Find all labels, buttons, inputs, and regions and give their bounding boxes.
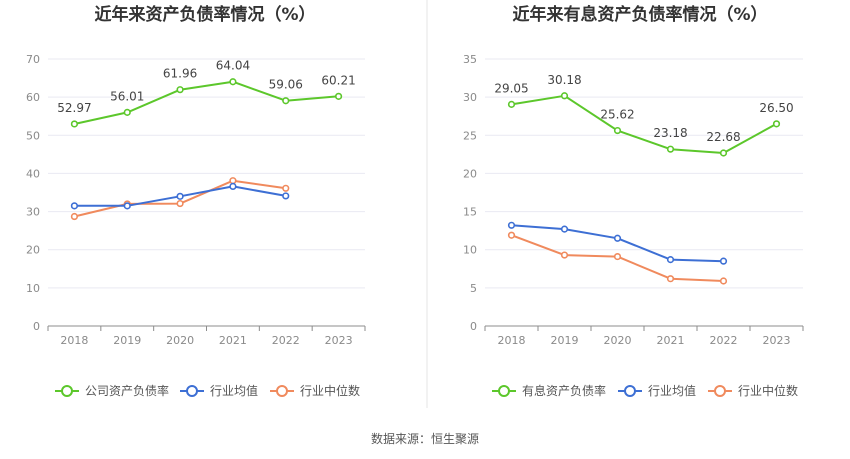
data-point <box>282 184 290 192</box>
data-label: 23.18 <box>653 126 687 140</box>
y-tick-label: 0 <box>470 320 477 333</box>
data-point <box>282 192 290 200</box>
data-point <box>507 100 516 108</box>
debt-ratio-chart: 近年来资产负债率情况（%） 0 10 20 30 40 50 60 70 2018 2019 2020… <box>26 4 366 398</box>
y-tick-label: 5 <box>470 282 477 295</box>
y-tick-label: 0 <box>33 320 40 333</box>
data-point <box>176 199 184 208</box>
data-point <box>719 277 728 285</box>
data-point <box>772 120 781 128</box>
data-point <box>613 252 622 261</box>
interest-debt-ratio-chart: 近年来有息资产负债率情况（%） 0 5 10 15 20 25 30 35 2018 2019 202… <box>463 4 804 398</box>
x-tick-label: 2021 <box>657 334 685 347</box>
data-label: 59.06 <box>269 78 303 92</box>
y-tick-label: 50 <box>26 129 40 142</box>
legend-label: 行业均值 <box>648 383 696 398</box>
legend-label: 公司资产负债率 <box>85 383 169 398</box>
x-tick-label: 2019 <box>113 334 141 347</box>
data-point <box>560 92 569 100</box>
legend-label: 行业均值 <box>210 383 258 398</box>
data-point <box>666 145 675 153</box>
data-point <box>70 120 79 128</box>
x-tick-label: 2020 <box>604 334 632 347</box>
data-point <box>123 202 131 210</box>
data-label: 30.18 <box>547 73 581 87</box>
chart-title: 近年来资产负债率情况（%） <box>94 4 315 25</box>
data-point <box>282 97 290 105</box>
data-label: 56.01 <box>110 89 144 103</box>
x-tick-label: 2020 <box>166 334 194 347</box>
legend-swatch-marker <box>498 385 510 397</box>
y-tick-label: 70 <box>26 53 40 66</box>
y-tick-label: 35 <box>463 53 477 66</box>
data-point <box>719 149 728 157</box>
chart-title: 近年来有息资产负债率情况（%） <box>512 4 767 25</box>
legend-swatch-marker <box>276 385 288 397</box>
x-tick-label: 2019 <box>551 334 579 347</box>
y-tick-label: 30 <box>26 206 40 219</box>
x-tick-label: 2022 <box>272 334 300 347</box>
y-tick-label: 15 <box>463 206 477 219</box>
data-point <box>560 225 569 233</box>
data-label: 25.62 <box>600 108 634 122</box>
x-tick-label: 2018 <box>60 334 88 347</box>
y-tick-label: 20 <box>26 244 40 257</box>
legend-label: 行业中位数 <box>300 383 360 398</box>
y-tick-label: 60 <box>26 91 40 104</box>
data-label: 26.50 <box>759 101 793 115</box>
y-tick-label: 25 <box>463 129 477 142</box>
y-tick-label: 10 <box>26 282 40 295</box>
data-point <box>70 202 79 210</box>
x-tick-label: 2023 <box>763 334 791 347</box>
legend-swatch-marker <box>714 385 726 397</box>
data-label: 64.04 <box>216 59 250 73</box>
x-tick-label: 2021 <box>219 334 247 347</box>
data-point <box>560 251 569 259</box>
legend-swatch-marker <box>624 385 636 397</box>
data-point <box>613 234 622 242</box>
data-point <box>229 78 237 86</box>
data-point <box>666 256 675 264</box>
data-point <box>229 177 237 185</box>
data-label: 52.97 <box>57 101 91 115</box>
y-tick-label: 10 <box>463 244 477 257</box>
series-line <box>511 94 777 154</box>
data-point <box>70 212 79 221</box>
legend-swatch-marker <box>61 385 73 397</box>
x-tick-label: 2023 <box>325 334 353 347</box>
data-point <box>507 221 516 229</box>
data-point <box>507 231 516 239</box>
data-label: 60.21 <box>321 73 355 87</box>
data-point <box>229 182 237 190</box>
data-label: 22.68 <box>706 130 740 144</box>
data-point <box>176 192 184 200</box>
x-tick-label: 2018 <box>498 334 526 347</box>
data-point <box>719 257 728 265</box>
data-point <box>334 92 343 100</box>
y-tick-label: 40 <box>26 167 40 180</box>
x-tick-label: 2022 <box>710 334 738 347</box>
data-point <box>123 108 131 116</box>
series-line <box>74 80 339 125</box>
y-tick-label: 30 <box>463 91 477 104</box>
y-tick-label: 20 <box>463 167 477 180</box>
data-point <box>666 275 675 283</box>
legend-swatch-marker <box>186 385 198 397</box>
data-source-note: 数据来源：恒生聚源 <box>371 431 479 446</box>
data-label: 61.96 <box>163 67 197 81</box>
legend-label: 行业中位数 <box>738 383 798 398</box>
data-point <box>613 126 622 135</box>
data-label: 29.05 <box>494 81 528 95</box>
legend-label: 有息资产负债率 <box>522 383 606 398</box>
data-point <box>176 86 184 94</box>
